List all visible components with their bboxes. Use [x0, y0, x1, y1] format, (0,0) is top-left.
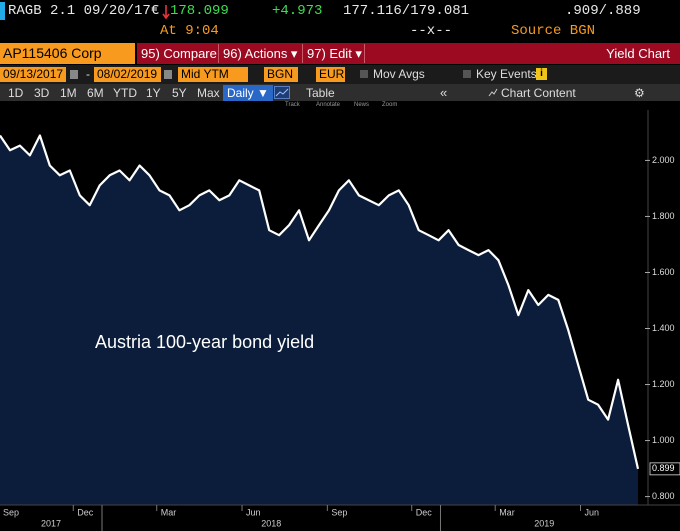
- checkbox[interactable]: [360, 70, 368, 78]
- source: Source BGN: [511, 23, 596, 39]
- x-tick-label: Sep: [3, 507, 19, 517]
- menu-button[interactable]: 95) Compare: [141, 46, 217, 61]
- currency-select[interactable]: EUR: [316, 67, 345, 82]
- end-date[interactable]: 08/02/2019: [94, 67, 161, 82]
- y-tick-label: 0.800: [652, 491, 675, 501]
- annotation: Austria 100-year bond yield: [95, 332, 314, 352]
- frequency-select[interactable]: Daily ▼: [223, 85, 273, 101]
- period-bar: [0, 84, 680, 101]
- last-value-box: [649, 462, 680, 476]
- source-select[interactable]: BGN: [264, 67, 298, 82]
- down-arrow: [162, 5, 170, 20]
- x-tick-label: Mar: [499, 507, 515, 517]
- price: 178.099: [170, 3, 229, 19]
- period-button[interactable]: 1D: [8, 86, 24, 100]
- x-tick-label: Dec: [416, 507, 433, 517]
- time: At 9:04: [160, 23, 219, 39]
- period-button[interactable]: 1Y: [146, 86, 161, 100]
- date-separator: -: [86, 67, 90, 81]
- year-label: 2019: [534, 518, 554, 528]
- y-tick-label: 1.400: [652, 323, 675, 333]
- bid-ask: 177.116/179.081: [343, 3, 470, 19]
- calendar-icon[interactable]: [164, 70, 172, 79]
- start-date[interactable]: 09/13/2017: [0, 67, 66, 82]
- period-button[interactable]: 3D: [34, 86, 50, 100]
- key-events[interactable]: Key Events: [476, 67, 537, 81]
- period-button[interactable]: 6M: [87, 86, 104, 100]
- currency: €: [151, 3, 160, 19]
- settings-icon[interactable]: ⚙: [634, 86, 645, 100]
- chart-content[interactable]: Chart Content: [501, 86, 576, 100]
- function-name: Yield Chart: [606, 46, 670, 61]
- menu-button[interactable]: 96) Actions ▾: [223, 46, 298, 61]
- info-icon[interactable]: i: [536, 68, 547, 80]
- security-field[interactable]: AP115406 Corp: [0, 43, 135, 64]
- y-tick-label: 1.200: [652, 379, 675, 389]
- mov-avgs[interactable]: Mov Avgs: [373, 67, 425, 81]
- checkbox[interactable]: [463, 70, 471, 78]
- collapse-icon[interactable]: «: [440, 85, 448, 100]
- period-button[interactable]: Max: [197, 86, 220, 100]
- separator: [364, 44, 365, 63]
- period-button[interactable]: 1M: [60, 86, 77, 100]
- chart-icon[interactable]: [274, 86, 290, 99]
- y-tick-label: 1.800: [652, 211, 675, 221]
- y-tick-label: 1.000: [652, 435, 675, 445]
- field-select[interactable]: Mid YTM: [178, 67, 248, 82]
- yield-line: [0, 134, 640, 470]
- ticker: RAGB 2.1 09/20/17: [8, 3, 151, 19]
- x-tick-label: Sep: [331, 507, 347, 517]
- yields: .909/.889: [565, 3, 641, 19]
- table-button[interactable]: Table: [306, 86, 335, 100]
- separator: [302, 44, 303, 63]
- area-fill: [0, 135, 638, 505]
- period-button[interactable]: 5Y: [172, 86, 187, 100]
- tool[interactable]: Annotate: [316, 102, 341, 108]
- change: +4.973: [272, 3, 323, 19]
- y-tick-label: 2.000: [652, 155, 675, 165]
- year-label: 2018: [261, 518, 281, 528]
- status-marker: [0, 2, 5, 20]
- tool[interactable]: News: [354, 102, 370, 108]
- menu-button[interactable]: 97) Edit ▾: [307, 46, 362, 61]
- last-value-label: 0.899: [652, 463, 675, 473]
- period-button[interactable]: YTD: [113, 86, 137, 100]
- separator: [218, 44, 219, 63]
- calendar-icon[interactable]: [70, 70, 78, 79]
- tool[interactable]: Zoom: [382, 102, 398, 108]
- spread: --x--: [410, 23, 453, 39]
- year-label: 2017: [41, 518, 61, 528]
- content-icon: [488, 88, 498, 97]
- y-tick-label: 1.600: [652, 267, 675, 277]
- tool[interactable]: Track: [285, 102, 300, 108]
- x-tick-label: Dec: [77, 507, 94, 517]
- menu-bar: [137, 43, 680, 64]
- x-tick-label: Jun: [585, 507, 600, 517]
- x-tick-label: Jun: [246, 507, 261, 517]
- x-tick-label: Mar: [161, 507, 177, 517]
